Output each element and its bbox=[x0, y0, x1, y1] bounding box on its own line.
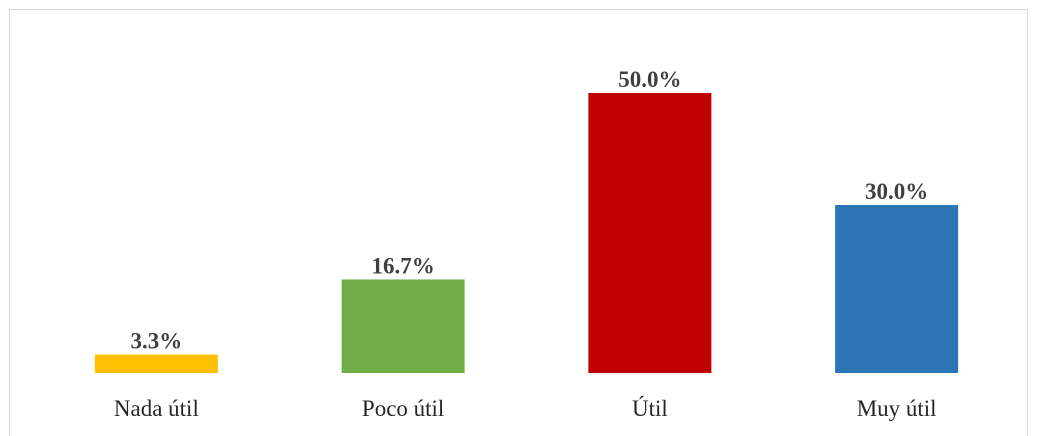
x-tick-label: Poco útil bbox=[362, 396, 444, 421]
x-tick-label: Nada útil bbox=[114, 396, 199, 421]
bar bbox=[835, 205, 959, 373]
bar bbox=[94, 354, 218, 373]
value-label: 30.0% bbox=[865, 179, 928, 204]
chart-frame bbox=[9, 9, 1028, 436]
value-label: 16.7% bbox=[372, 253, 435, 278]
x-tick-label: Útil bbox=[632, 395, 668, 421]
x-tick-label: Muy útil bbox=[857, 396, 937, 421]
bar bbox=[588, 93, 712, 373]
value-label: 3.3% bbox=[131, 329, 183, 354]
bar bbox=[341, 279, 465, 373]
value-label: 50.0% bbox=[618, 67, 681, 92]
